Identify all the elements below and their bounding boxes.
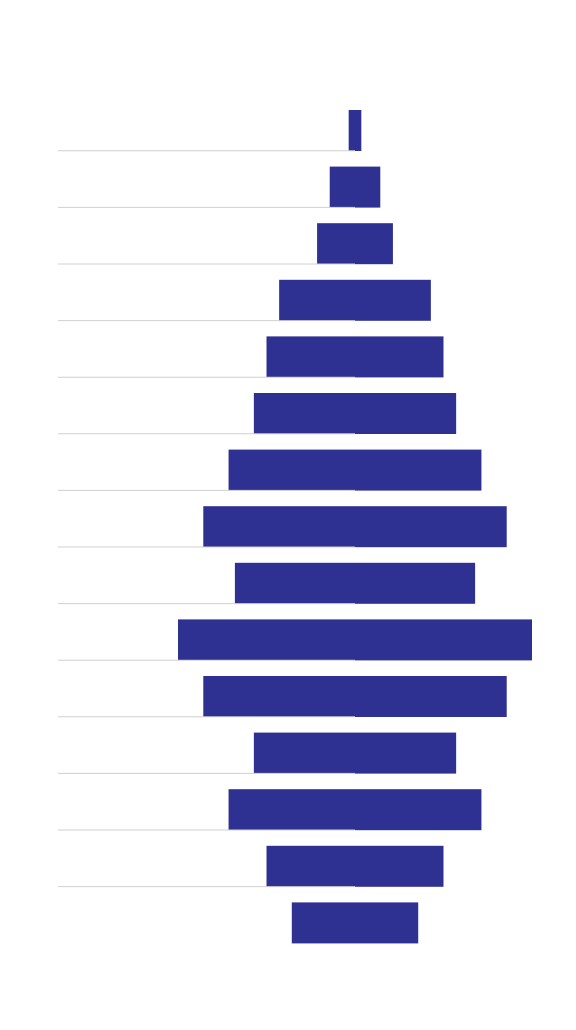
- bar: [203, 506, 507, 548]
- bar: [234, 562, 476, 604]
- bar: [266, 845, 444, 887]
- bar: [203, 676, 507, 717]
- bar: [253, 732, 457, 774]
- bar: [228, 449, 482, 491]
- bar: [329, 166, 381, 208]
- bar: [253, 393, 457, 434]
- bar: [348, 110, 362, 151]
- bar: [178, 619, 532, 661]
- bar: [266, 336, 444, 378]
- bar: [317, 223, 393, 265]
- bar: [291, 902, 419, 944]
- bar: [279, 279, 431, 321]
- bar: [228, 789, 482, 831]
